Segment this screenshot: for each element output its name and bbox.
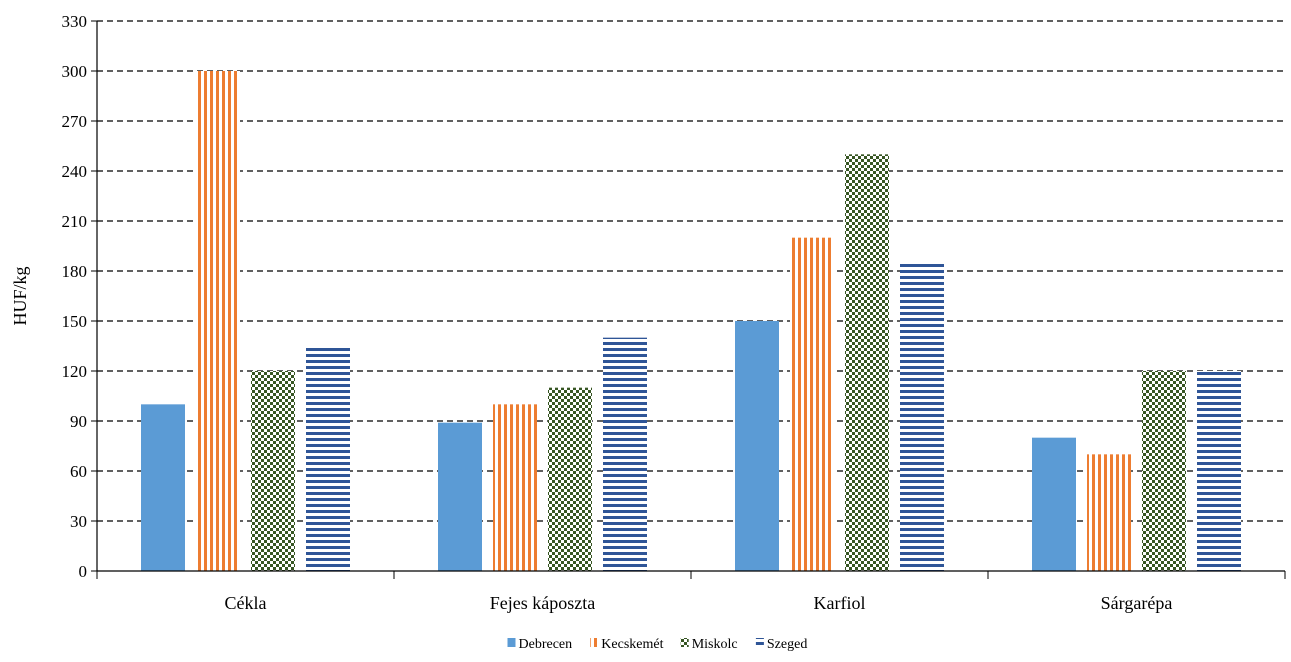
bars: [141, 71, 1241, 572]
legend-swatch-szeged: [755, 638, 764, 647]
y-tick-label: 240: [62, 162, 88, 181]
y-tick-label: 0: [79, 562, 88, 581]
legend: Debrecen Kecskemét Miskolc Szeged: [507, 637, 807, 652]
y-tick-label: 150: [62, 312, 88, 331]
x-tick-label: Sárgarépa: [1101, 593, 1173, 613]
x-tick-label: Cékla: [225, 593, 267, 613]
bar-miskolc-sargarepa: [1142, 371, 1186, 571]
y-tick-label: 300: [62, 62, 88, 81]
x-tick-label: Karfiol: [814, 593, 866, 613]
bar-miskolc-cekla: [251, 371, 295, 571]
legend-swatch-debrecen: [507, 638, 516, 647]
y-tick-label: 180: [62, 262, 88, 281]
bar-miskolc-karfiol: [845, 154, 889, 572]
x-tick-label: Fejes káposzta: [490, 593, 595, 613]
y-tick-label: 30: [70, 512, 87, 531]
bar-szeged-karfiol: [900, 262, 944, 571]
axes: [91, 20, 1286, 579]
y-tick-label: 270: [62, 112, 88, 131]
y-tick-label: 60: [70, 462, 87, 481]
legend-label-szeged: Szeged: [767, 637, 807, 652]
bar-kecskemet-fejes-kaposzta: [493, 404, 537, 571]
y-axis-title: HUF/kg: [10, 266, 30, 325]
legend-swatch-miskolc: [680, 638, 689, 647]
bar-debrecen-cekla: [141, 404, 185, 571]
bar-szeged-fejes-kaposzta: [603, 337, 647, 571]
y-tick-label: 120: [62, 362, 88, 381]
bar-kecskemet-cekla: [196, 71, 240, 571]
bar-kecskemet-sargarepa: [1087, 454, 1131, 571]
y-tick-label: 210: [62, 212, 88, 231]
y-tick-label: 330: [62, 12, 88, 31]
bar-szeged-cekla: [306, 346, 350, 571]
bar-debrecen-fejes-kaposzta: [438, 422, 482, 571]
legend-label-kecskemet: Kecskemét: [601, 637, 663, 652]
bar-debrecen-karfiol: [735, 321, 779, 571]
legend-label-debrecen: Debrecen: [519, 637, 573, 652]
bar-miskolc-fejes-kaposzta: [548, 387, 592, 571]
y-tick-label: 90: [70, 412, 87, 431]
bar-szeged-sargarepa: [1197, 371, 1241, 571]
bar-debrecen-sargarepa: [1032, 437, 1076, 571]
legend-swatch-kecskemet: [590, 638, 599, 647]
legend-label-miskolc: Miskolc: [692, 637, 738, 652]
bar-kecskemet-karfiol: [790, 237, 834, 571]
axis-labels: 0 30 60 90 120 150 180 210 240 270 300 330 Cékla Feje…: [10, 12, 1172, 613]
